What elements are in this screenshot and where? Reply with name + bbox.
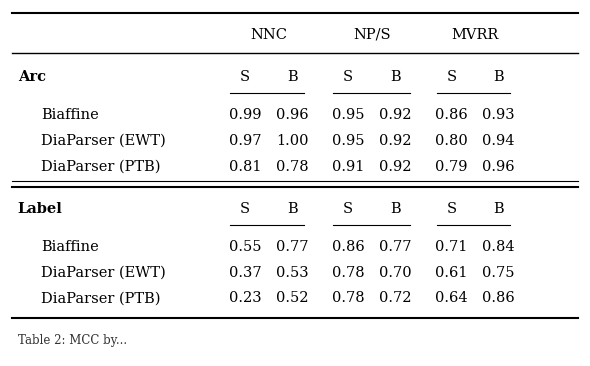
Text: NP/S: NP/S: [353, 28, 391, 42]
Text: 0.96: 0.96: [276, 108, 309, 122]
Text: 0.92: 0.92: [379, 160, 412, 173]
Text: MVRR: MVRR: [451, 28, 499, 42]
Text: NNC: NNC: [250, 28, 287, 42]
Text: 0.78: 0.78: [276, 160, 309, 173]
Text: S: S: [446, 202, 457, 216]
Text: 0.92: 0.92: [379, 108, 412, 122]
Text: 0.78: 0.78: [332, 291, 365, 305]
Text: 0.55: 0.55: [228, 240, 261, 254]
Text: 0.92: 0.92: [379, 134, 412, 148]
Text: 0.64: 0.64: [435, 291, 468, 305]
Text: S: S: [240, 70, 250, 84]
Text: DiaParser (PTB): DiaParser (PTB): [41, 160, 161, 173]
Text: 0.61: 0.61: [435, 266, 468, 280]
Text: 0.80: 0.80: [435, 134, 468, 148]
Text: 0.79: 0.79: [435, 160, 468, 173]
Text: 0.95: 0.95: [332, 134, 365, 148]
Text: Table 2: MCC by...: Table 2: MCC by...: [18, 334, 127, 347]
Text: B: B: [287, 70, 297, 84]
Text: 0.78: 0.78: [332, 266, 365, 280]
Text: 0.94: 0.94: [482, 134, 515, 148]
Text: 0.23: 0.23: [228, 291, 261, 305]
Text: 0.75: 0.75: [482, 266, 515, 280]
Text: 0.96: 0.96: [482, 160, 515, 173]
Text: B: B: [287, 202, 297, 216]
Text: 0.93: 0.93: [482, 108, 515, 122]
Text: 0.52: 0.52: [276, 291, 309, 305]
Text: 0.86: 0.86: [435, 108, 468, 122]
Text: B: B: [390, 202, 401, 216]
Text: DiaParser (EWT): DiaParser (EWT): [41, 134, 166, 148]
Text: B: B: [493, 70, 504, 84]
Text: 0.37: 0.37: [228, 266, 261, 280]
Text: 0.81: 0.81: [228, 160, 261, 173]
Text: 0.91: 0.91: [332, 160, 364, 173]
Text: 0.86: 0.86: [332, 240, 365, 254]
Text: 0.70: 0.70: [379, 266, 412, 280]
Text: 0.72: 0.72: [379, 291, 412, 305]
Text: 1.00: 1.00: [276, 134, 309, 148]
Text: Biaffine: Biaffine: [41, 240, 99, 254]
Text: DiaParser (PTB): DiaParser (PTB): [41, 291, 161, 305]
Text: Biaffine: Biaffine: [41, 108, 99, 122]
Text: S: S: [446, 70, 457, 84]
Text: S: S: [343, 202, 353, 216]
Text: 0.86: 0.86: [482, 291, 515, 305]
Text: 0.97: 0.97: [228, 134, 261, 148]
Text: 0.77: 0.77: [379, 240, 412, 254]
Text: 0.95: 0.95: [332, 108, 365, 122]
Text: DiaParser (EWT): DiaParser (EWT): [41, 266, 166, 280]
Text: Label: Label: [18, 202, 63, 216]
Text: B: B: [493, 202, 504, 216]
Text: S: S: [343, 70, 353, 84]
Text: 0.53: 0.53: [276, 266, 309, 280]
Text: 0.99: 0.99: [228, 108, 261, 122]
Text: Arc: Arc: [18, 70, 45, 84]
Text: 0.77: 0.77: [276, 240, 309, 254]
Text: 0.71: 0.71: [435, 240, 467, 254]
Text: S: S: [240, 202, 250, 216]
Text: B: B: [390, 70, 401, 84]
Text: 0.84: 0.84: [482, 240, 515, 254]
